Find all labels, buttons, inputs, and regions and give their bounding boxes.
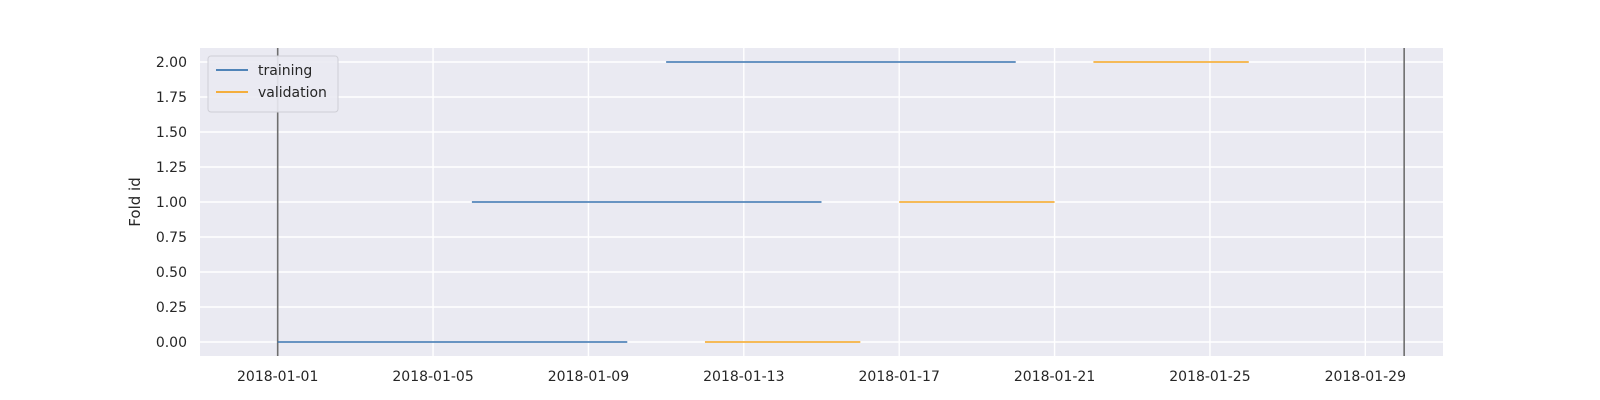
legend-label-training: training (258, 63, 312, 79)
x-tick-label: 2018-01-29 (1325, 369, 1406, 385)
x-tick-label: 2018-01-09 (548, 369, 629, 385)
y-axis-ticks: 0.00 0.25 0.50 0.75 1.00 1.25 1.50 1.75 2.00 (156, 55, 187, 351)
y-tick-label: 0.25 (156, 300, 187, 316)
y-axis-label: Fold id (126, 177, 144, 226)
x-axis-ticks: 2018-01-01 2018-01-05 2018-01-09 2018-01-13… (237, 369, 1406, 385)
x-tick-label: 2018-01-21 (1014, 369, 1095, 385)
x-tick-label: 2018-01-17 (859, 369, 940, 385)
y-tick-label: 1.00 (156, 195, 187, 211)
y-tick-label: 2.00 (156, 55, 187, 71)
legend: training validation (207, 55, 339, 113)
y-tick-label: 0.75 (156, 230, 187, 246)
y-tick-label: 0.00 (156, 335, 187, 351)
data-segments (277, 61, 1249, 343)
y-tick-label: 1.75 (156, 90, 187, 106)
x-tick-label: 2018-01-05 (392, 369, 473, 385)
legend-label-validation: validation (258, 85, 327, 101)
y-tick-label: 1.50 (156, 125, 187, 141)
y-tick-label: 0.50 (156, 265, 187, 281)
y-tick-label: 1.25 (156, 160, 187, 176)
x-tick-label: 2018-01-13 (703, 369, 784, 385)
x-tick-label: 2018-01-01 (237, 369, 318, 385)
x-tick-label: 2018-01-25 (1169, 369, 1250, 385)
